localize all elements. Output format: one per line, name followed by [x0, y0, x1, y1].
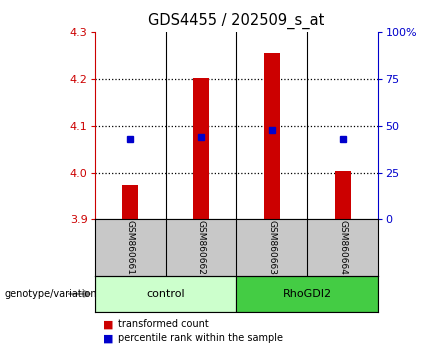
Text: control: control [146, 289, 185, 299]
Bar [335, 171, 351, 219]
Text: ■: ■ [103, 333, 114, 343]
Text: transformed count: transformed count [118, 319, 209, 329]
Bar [264, 53, 280, 219]
Bar [193, 78, 209, 219]
Text: genotype/variation: genotype/variation [4, 289, 97, 299]
Text: GSM860663: GSM860663 [267, 220, 276, 275]
Bar [237, 276, 378, 312]
Bar [95, 276, 237, 312]
Title: GDS4455 / 202509_s_at: GDS4455 / 202509_s_at [148, 13, 325, 29]
Text: percentile rank within the sample: percentile rank within the sample [118, 333, 283, 343]
Bar [122, 185, 138, 219]
Text: GSM860664: GSM860664 [338, 220, 347, 275]
Text: GSM860661: GSM860661 [126, 220, 135, 275]
Text: GSM860662: GSM860662 [197, 220, 206, 275]
Text: ■: ■ [103, 319, 114, 329]
Text: RhoGDI2: RhoGDI2 [283, 289, 332, 299]
